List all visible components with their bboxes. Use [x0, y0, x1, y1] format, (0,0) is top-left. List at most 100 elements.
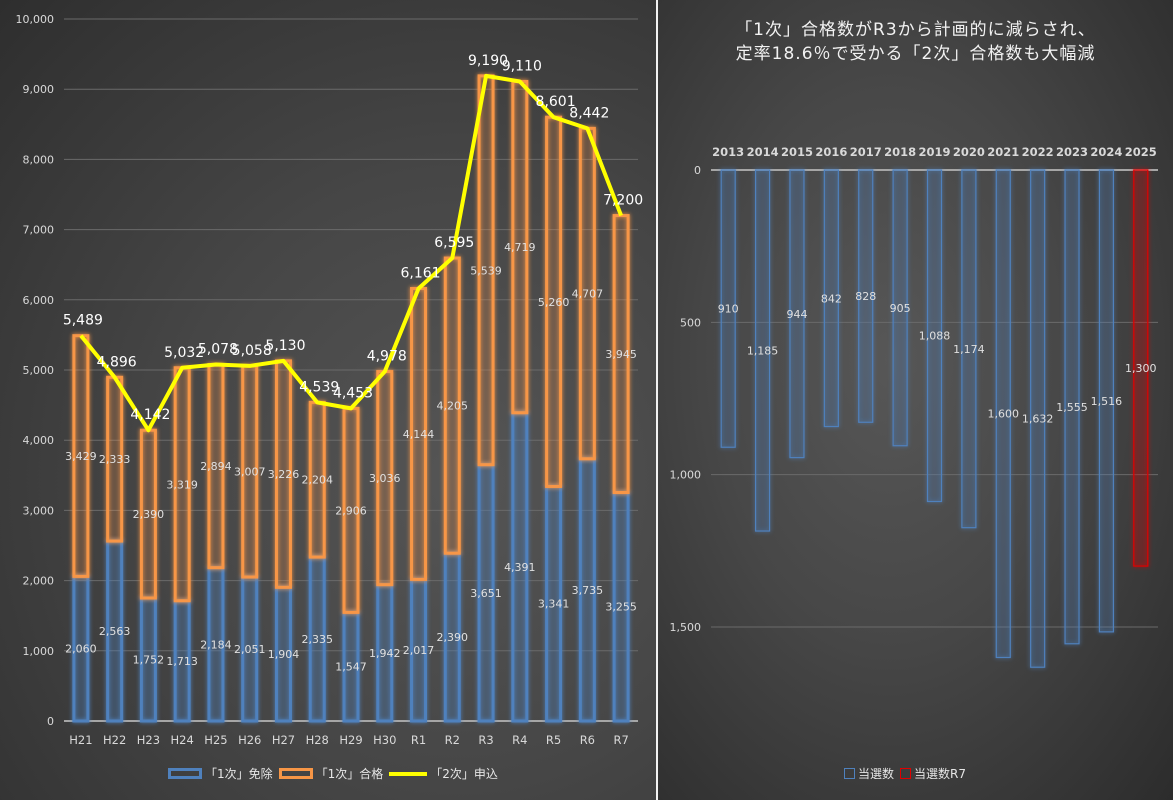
x-tick-label: 2025 — [1125, 145, 1157, 159]
data-label-pass: 3,226 — [268, 468, 300, 481]
bar-elected — [1064, 169, 1080, 645]
data-label-applications: 5,130 — [265, 338, 305, 354]
data-label-elected: 1,516 — [1091, 395, 1123, 408]
x-tick-label: 2020 — [953, 145, 985, 159]
x-tick-label: H29 — [339, 733, 362, 747]
data-label-elected: 1,088 — [919, 330, 951, 343]
data-label-applications: 5,058 — [232, 343, 272, 359]
data-label-pass: 4,144 — [403, 428, 435, 441]
right-legend: 当選数 当選数R7 — [844, 765, 972, 782]
data-label-applications: 4,453 — [333, 385, 373, 401]
data-label-elected: 1,185 — [747, 345, 779, 358]
data-label-pass: 5,260 — [538, 296, 570, 309]
legend-swatch-blue — [168, 768, 202, 779]
data-label-exempt: 3,651 — [470, 587, 502, 600]
legend-item-applications: 「2次」申込 — [389, 765, 498, 782]
left-chart-panel: 0 1,000 2,000 3,000 4,000 5,000 6,000 7,000 8,00… — [0, 0, 656, 800]
data-label-elected: 1,300 — [1125, 362, 1157, 375]
x-tick-label: H23 — [137, 733, 160, 747]
x-tick-label: H21 — [69, 733, 92, 747]
data-label-pass: 3,319 — [166, 478, 198, 491]
x-tick-label: R3 — [478, 733, 493, 747]
legend-item-exempt: 「1次」免除 — [168, 765, 273, 782]
x-tick-label: 2019 — [918, 145, 950, 159]
data-label-pass: 5,539 — [470, 264, 502, 277]
data-label-exempt: 2,184 — [200, 638, 232, 651]
bar-elected — [1098, 169, 1115, 633]
x-tick-label: 2014 — [747, 145, 779, 159]
data-label-exempt: 4,391 — [504, 561, 536, 574]
y-tick-label: 6,000 — [23, 294, 55, 307]
legend-swatch-red — [900, 768, 912, 779]
x-tick-label: R5 — [546, 733, 561, 747]
legend-label: 「1次」免除 — [205, 767, 273, 781]
data-label-applications: 9,190 — [468, 53, 508, 69]
panel-divider — [656, 0, 658, 800]
y-tick-label: 5,000 — [23, 364, 55, 377]
data-label-elected: 905 — [890, 302, 911, 315]
data-label-elected: 1,600 — [988, 408, 1020, 421]
data-label-exempt: 2,060 — [65, 643, 97, 656]
bar-elected — [961, 169, 977, 529]
y-tick-label: 1,000 — [670, 469, 702, 482]
data-label-exempt: 3,255 — [605, 601, 637, 614]
x-tick-label: H24 — [171, 733, 194, 747]
legend-label: 「2次」申込 — [430, 767, 498, 781]
data-label-applications: 8,442 — [569, 105, 609, 121]
bar-elected — [1030, 169, 1046, 668]
bar-elected — [926, 169, 943, 503]
x-tick-label: 2018 — [884, 145, 916, 159]
data-label-applications: 5,032 — [164, 345, 204, 361]
data-label-exempt: 3,341 — [538, 598, 570, 611]
left-legend: 「1次」免除 「1次」合格 「2次」申込 — [168, 765, 504, 782]
data-label-pass: 3,945 — [605, 348, 637, 361]
x-tick-label: H26 — [238, 733, 261, 747]
data-label-applications: 4,896 — [97, 354, 137, 370]
bar-elected — [720, 169, 736, 448]
data-label-pass: 2,906 — [335, 504, 367, 517]
bar-elected — [754, 169, 771, 532]
legend-swatch-blue — [844, 768, 855, 779]
data-label-elected: 828 — [855, 290, 876, 303]
x-tick-label: H25 — [204, 733, 227, 747]
x-tick-label: R2 — [445, 733, 460, 747]
data-label-exempt: 1,942 — [369, 647, 401, 660]
data-label-applications: 5,078 — [198, 342, 238, 358]
data-label-exempt: 3,735 — [572, 584, 604, 597]
data-label-elected: 1,632 — [1022, 413, 1054, 426]
data-label-pass: 3,429 — [65, 450, 97, 463]
x-tick-label: 2016 — [815, 145, 847, 159]
data-label-elected: 1,174 — [953, 343, 985, 356]
data-label-applications: 4,978 — [367, 349, 407, 365]
y-tick-label: 0 — [47, 715, 54, 728]
data-label-applications: 7,200 — [603, 193, 643, 209]
data-label-pass: 2,333 — [99, 453, 131, 466]
x-tick-label: H22 — [103, 733, 126, 747]
data-label-exempt: 1,904 — [268, 648, 300, 661]
data-label-elected: 910 — [718, 303, 739, 316]
x-tick-label: 2022 — [1022, 145, 1054, 159]
data-label-pass: 4,707 — [572, 288, 604, 301]
x-tick-label: R4 — [512, 733, 527, 747]
data-label-exempt: 1,713 — [166, 655, 198, 668]
data-label-exempt: 2,051 — [234, 643, 266, 656]
data-label-applications: 4,539 — [299, 379, 339, 395]
data-label-exempt: 1,547 — [335, 661, 367, 674]
legend-label: 「1次」合格 — [315, 767, 384, 781]
y-tick-label: 1,000 — [23, 645, 55, 658]
bar-elected — [823, 169, 839, 428]
bar-elected — [858, 169, 874, 423]
x-tick-label: 2024 — [1090, 145, 1122, 159]
data-label-exempt: 1,752 — [133, 654, 165, 667]
y-tick-label: 4,000 — [23, 434, 55, 447]
y-tick-label: 9,000 — [23, 83, 55, 96]
data-label-applications: 8,601 — [536, 94, 576, 110]
x-tick-label: 2023 — [1056, 145, 1088, 159]
data-label-pass: 3,007 — [234, 465, 266, 478]
x-tick-label: H28 — [306, 733, 329, 747]
line-applications — [79, 73, 623, 433]
data-label-pass: 3,036 — [369, 472, 401, 485]
data-label-exempt: 2,017 — [403, 644, 435, 657]
y-tick-label: 0 — [694, 164, 701, 177]
